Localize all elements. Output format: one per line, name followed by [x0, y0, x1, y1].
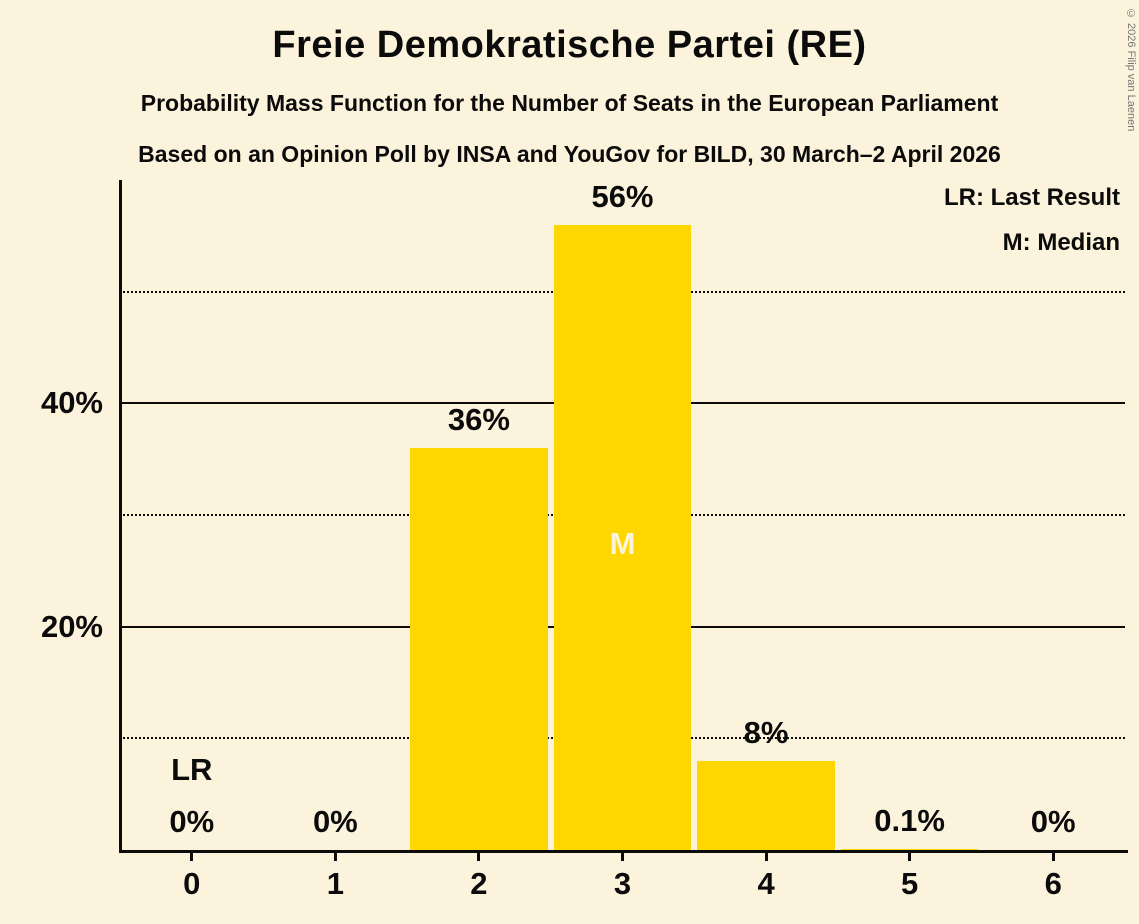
x-tick-mark — [908, 853, 912, 861]
x-tick-mark — [333, 853, 337, 861]
bar — [410, 448, 548, 850]
bar — [697, 760, 835, 850]
bar-value-label: 56% — [591, 178, 654, 214]
chart-title: Freie Demokratische Partei (RE) — [272, 24, 867, 66]
bar-value-label: 0% — [169, 804, 215, 839]
chart-subtitle-1: Probability Mass Function for the Number… — [140, 90, 999, 116]
x-tick-mark — [190, 853, 194, 861]
median-marker: M — [609, 526, 636, 562]
x-tick-label: 3 — [613, 866, 632, 901]
x-axis-line — [119, 850, 1128, 853]
x-tick-mark — [1051, 853, 1055, 861]
bar — [840, 848, 979, 850]
bar-value-label: 0% — [1030, 804, 1076, 839]
y-axis-line — [119, 180, 122, 853]
x-tick-label: 1 — [326, 866, 344, 901]
legend-median: M: Median — [1002, 229, 1120, 256]
plot-area: 0% 0% 36% 56% 8% 0.1% 0% M LR — [120, 178, 1125, 850]
bar-value-label: 0.1% — [874, 802, 945, 838]
x-tick-label: 2 — [470, 866, 488, 901]
last-result-marker: LR — [171, 752, 213, 787]
bar-value-label: 36% — [447, 402, 510, 437]
legend: LR: Last Result M: Median — [944, 184, 1120, 274]
x-tick-mark — [477, 853, 481, 861]
copyright-notice: © 2026 Filip van Laenen — [1125, 8, 1137, 132]
bar-value-label: 0% — [312, 804, 358, 839]
legend-last-result: LR: Last Result — [943, 184, 1120, 211]
bar — [553, 224, 692, 850]
x-tick-label: 5 — [901, 866, 919, 901]
x-tick-label: 0 — [183, 866, 201, 901]
y-tick-label: 20% — [40, 608, 103, 644]
x-tick-label: 6 — [1044, 866, 1062, 901]
x-tick-label: 4 — [757, 866, 775, 901]
chart-subtitle-2: Based on an Opinion Poll by INSA and You… — [138, 141, 1001, 167]
y-tick-label: 40% — [40, 385, 103, 421]
x-tick-mark — [621, 853, 624, 861]
bar-value-label: 8% — [743, 714, 789, 750]
x-tick-mark — [764, 853, 768, 861]
